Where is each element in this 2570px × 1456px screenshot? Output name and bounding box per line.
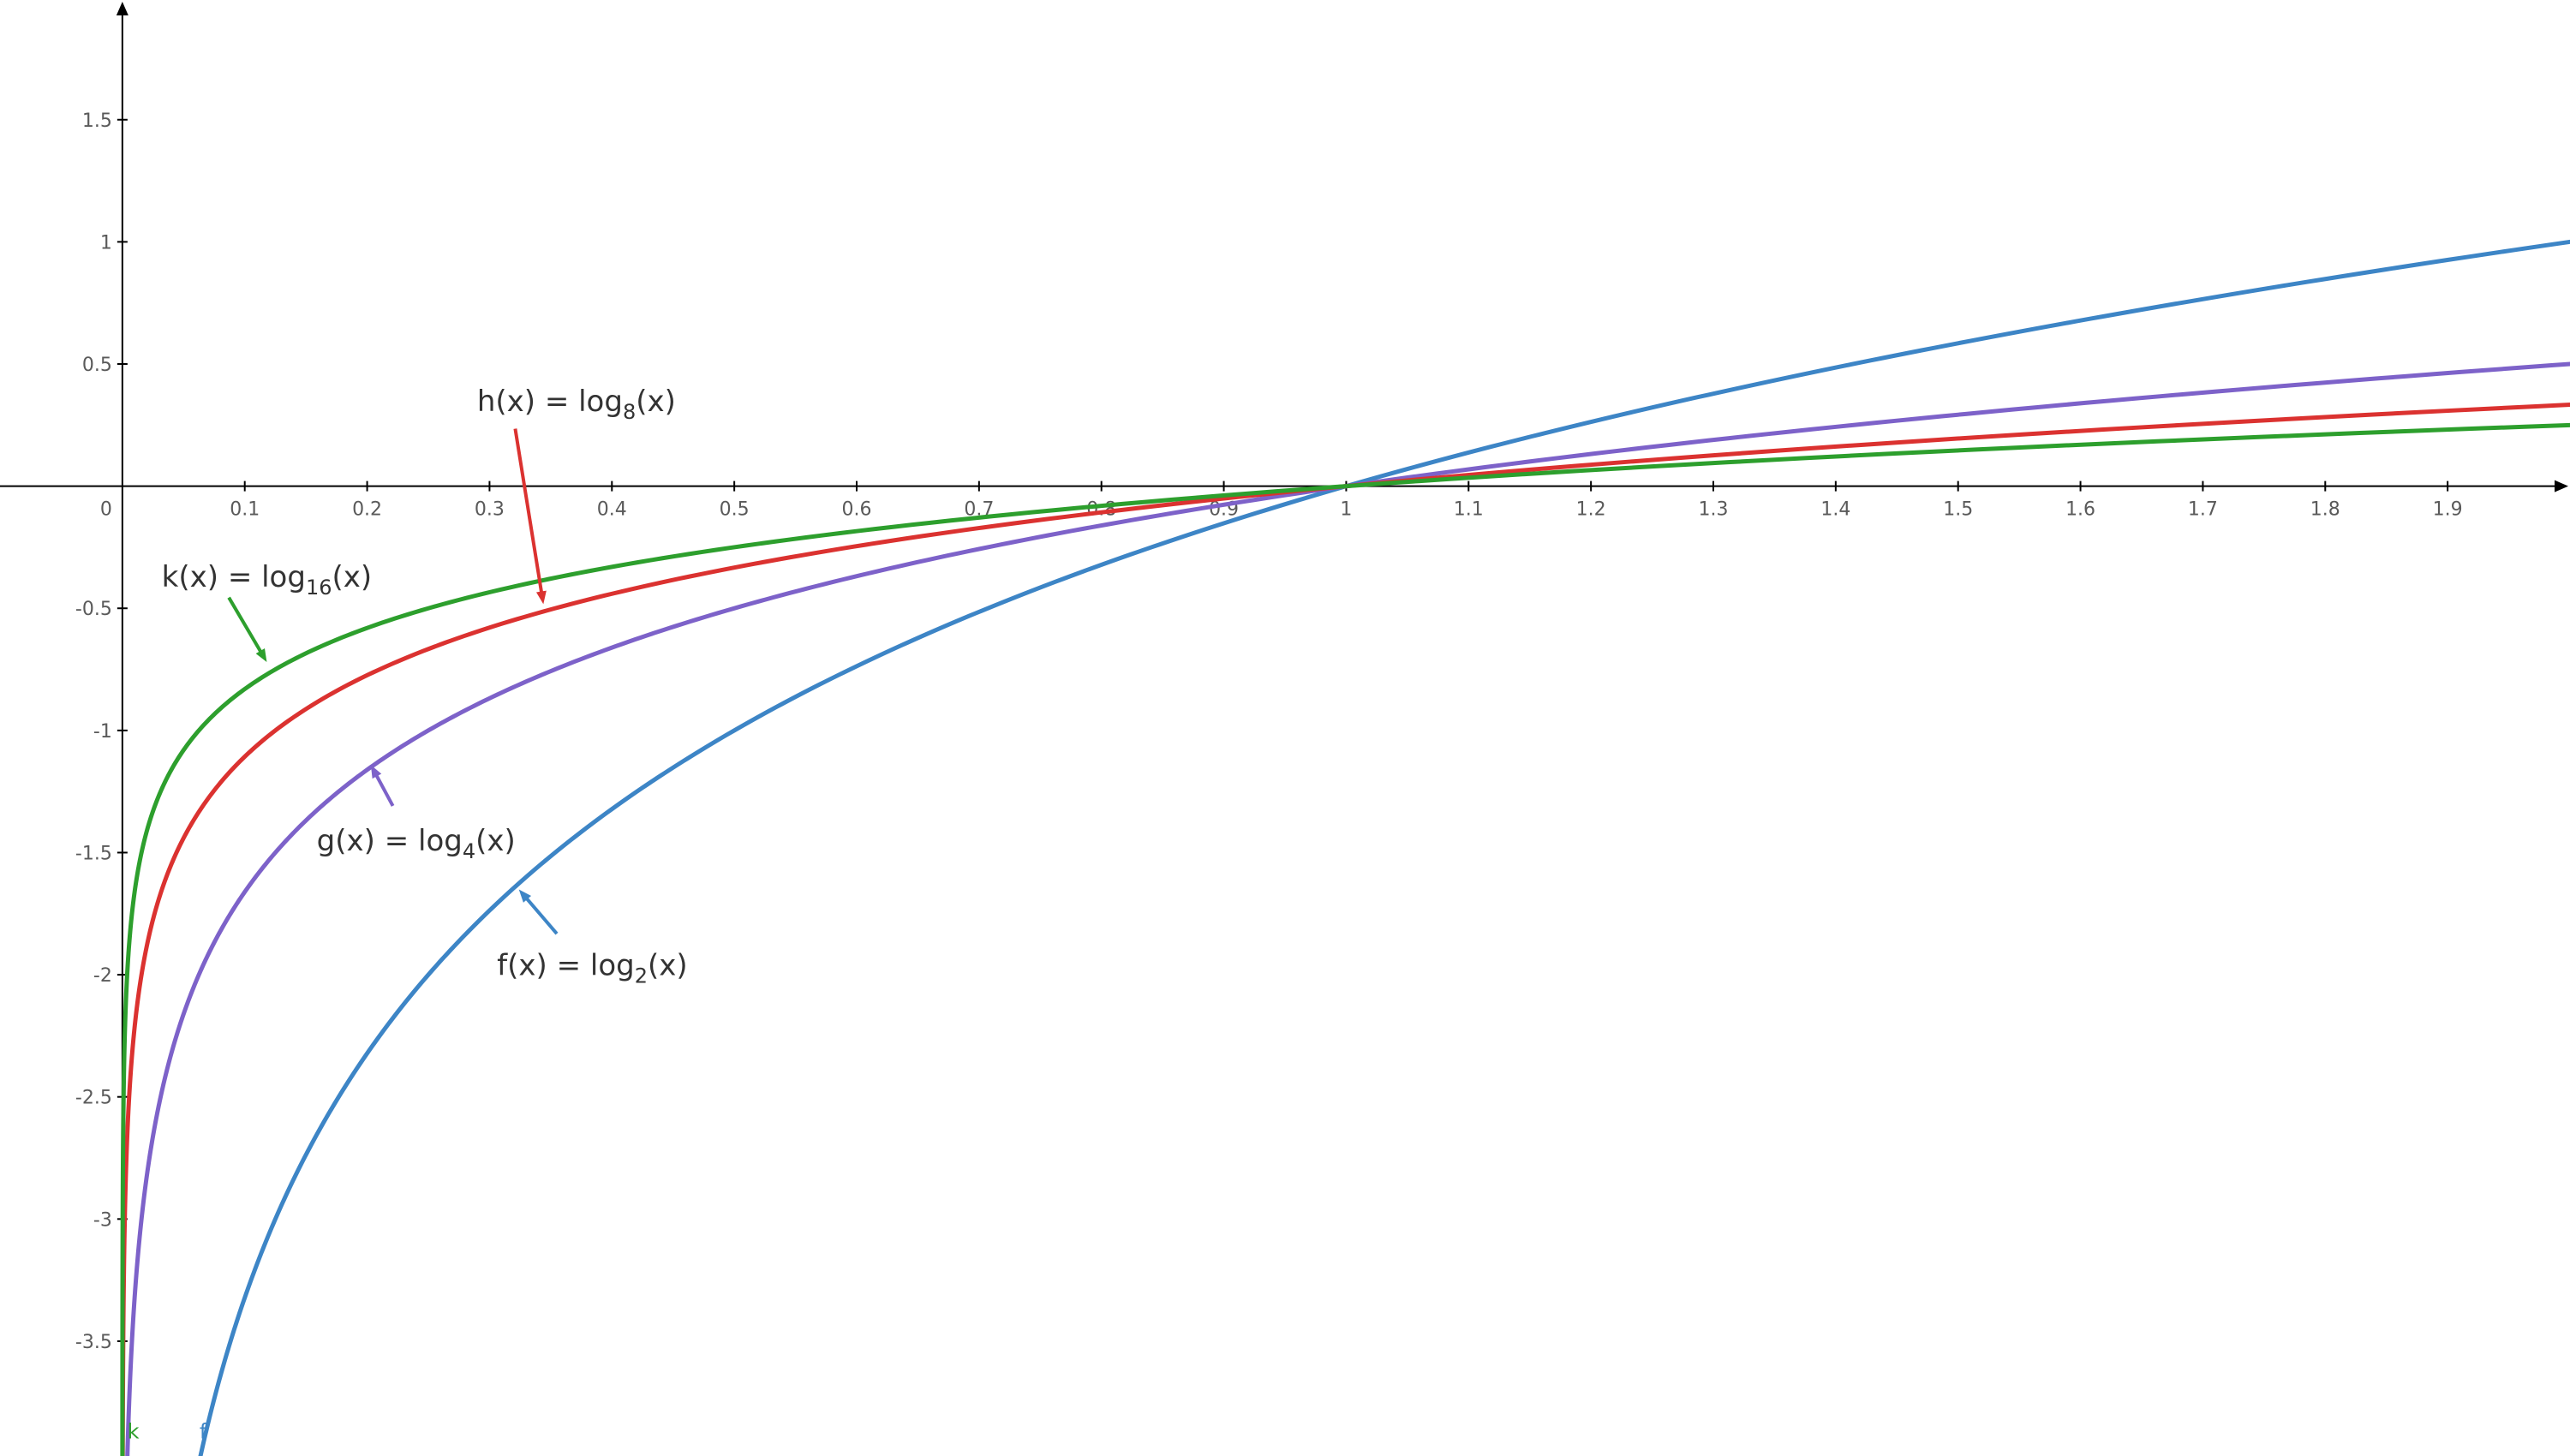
curve-label-k[interactable]: k(x) = log16(x)	[162, 560, 372, 600]
x-tick-label: 1.4	[1820, 499, 1850, 521]
curve-label-f[interactable]: f(x) = log2(x)	[497, 949, 688, 988]
x-tick-label: 1.5	[1943, 499, 1973, 521]
curve-end-label-f: f	[200, 1419, 207, 1443]
y-tick-label: -3	[93, 1209, 112, 1231]
x-tick-label: 0.5	[720, 499, 750, 521]
curve-h[interactable]	[120, 403, 2570, 1456]
x-tick-label: 1.9	[2433, 499, 2463, 521]
curve-f[interactable]	[198, 239, 2570, 1456]
x-tick-label: 1.1	[1454, 499, 1484, 521]
x-tick-label: 1.6	[2065, 499, 2095, 521]
y-tick-label: -2	[93, 965, 112, 987]
y-tick-label: 1	[100, 232, 112, 254]
y-tick-label: -1.5	[75, 843, 112, 864]
y-axis-arrow-icon	[116, 2, 128, 15]
y-tick-label: 0.5	[82, 355, 112, 376]
y-tick-label: -3.5	[75, 1332, 112, 1353]
curve-g[interactable]	[125, 361, 2570, 1456]
origin-label: 0	[100, 499, 112, 521]
x-tick-label: 1.3	[1699, 499, 1729, 521]
label-arrow-g-arrowhead-icon	[370, 765, 382, 779]
x-tick-label: 1.7	[2188, 499, 2218, 521]
x-tick-label: 1	[1340, 499, 1352, 521]
label-arrow-f-arrowhead-icon	[518, 889, 532, 903]
label-arrow-g	[372, 770, 395, 807]
label-arrow-h	[513, 428, 544, 598]
curve-label-h[interactable]: h(x) = log8(x)	[477, 385, 676, 424]
curve-label-g[interactable]: g(x) = log4(x)	[317, 824, 516, 863]
x-tick-label: 0.2	[352, 499, 382, 521]
x-tick-label: 1.8	[2310, 499, 2340, 521]
x-tick-label: 0.3	[475, 499, 505, 521]
y-tick-label: -0.5	[75, 599, 112, 620]
x-axis-arrow-icon	[2555, 480, 2568, 492]
x-tick-label: 0.4	[597, 499, 627, 521]
label-arrow-k	[227, 596, 266, 658]
label-arrow-k-arrowhead-icon	[255, 648, 267, 662]
x-tick-label: 1.2	[1576, 499, 1606, 521]
curve-end-label-k: k	[128, 1419, 140, 1443]
y-tick-label: 1.5	[82, 110, 112, 132]
label-arrow-f	[522, 893, 559, 935]
x-tick-label: 0.1	[230, 499, 260, 521]
label-arrow-h-arrowhead-icon	[535, 590, 547, 605]
curve-k[interactable]	[120, 422, 2570, 1456]
y-tick-label: -1	[93, 721, 112, 743]
x-tick-label: 0.6	[842, 499, 872, 521]
y-tick-label: -2.5	[75, 1088, 112, 1109]
